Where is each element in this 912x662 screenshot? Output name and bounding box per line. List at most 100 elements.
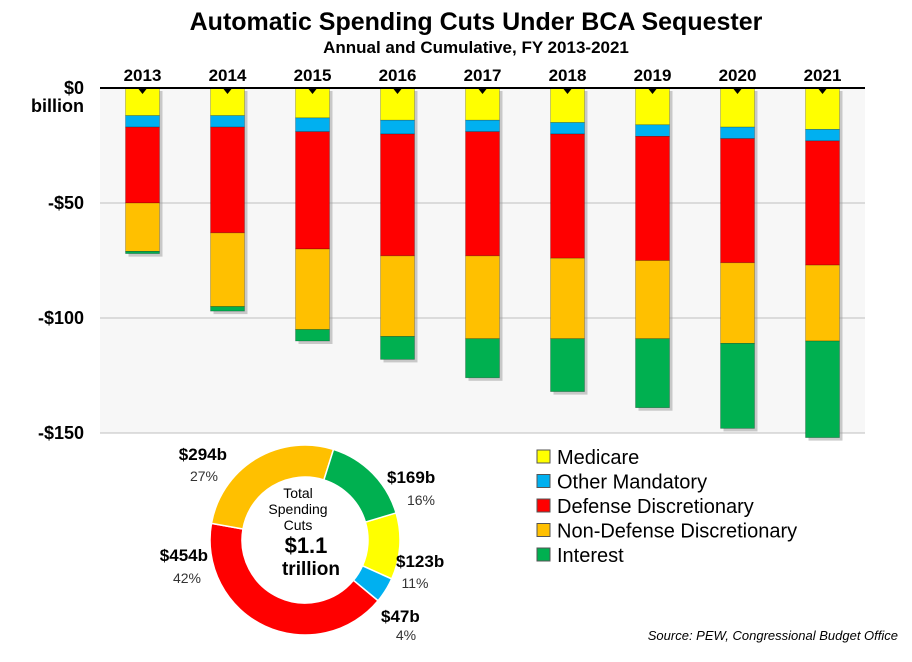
donut-center-unit: trillion xyxy=(282,559,340,580)
bar-segment-other-mandatory xyxy=(720,126,755,139)
y-tick-label: -$150 xyxy=(38,423,84,443)
bar-segment-non-defense-discretionary xyxy=(635,260,670,339)
legend-swatch-medicare xyxy=(536,449,551,464)
bar-segment-interest xyxy=(805,340,840,438)
bar-segment-defense-discretionary xyxy=(125,126,160,204)
bar-tick-marker xyxy=(138,89,147,94)
bar-tick-marker xyxy=(733,89,742,94)
donut-percent-non-defense-discretionary: 27% xyxy=(190,468,218,484)
donut-percent-other-mandatory: 4% xyxy=(396,627,416,643)
donut-center-line-3: Cuts xyxy=(284,517,313,533)
bar-stack-2018 xyxy=(550,87,588,395)
x-axis-ticks: 2013 2014 2015 2016 2017 2018 2019 2020 2021 xyxy=(124,66,842,85)
bar-segment-interest xyxy=(380,336,415,360)
bar-segment-non-defense-discretionary xyxy=(380,255,415,337)
bar-tick-marker xyxy=(308,89,317,94)
bar-segment-interest xyxy=(550,338,585,392)
y-tick-label: -$100 xyxy=(38,308,84,328)
bar-segment-non-defense-discretionary xyxy=(805,264,840,342)
y-tick-label: -$50 xyxy=(48,193,84,213)
bar-segment-non-defense-discretionary xyxy=(125,202,160,252)
x-tick-label: 2014 xyxy=(209,66,247,85)
bar-stack-2015 xyxy=(295,87,333,344)
donut-value-other-mandatory: $47b xyxy=(381,607,420,626)
donut-chart xyxy=(209,444,401,636)
bar-segment-medicare xyxy=(805,87,840,130)
bar-segment-interest xyxy=(210,306,245,312)
bar-segment-interest xyxy=(465,338,500,379)
bar-segment-other-mandatory xyxy=(550,122,585,135)
donut-value-medicare: $123b xyxy=(396,552,444,571)
bar-segment-non-defense-discretionary xyxy=(465,255,500,339)
legend-label-interest: Interest xyxy=(557,545,624,567)
source-note: Source: PEW, Congressional Budget Office xyxy=(648,628,898,643)
donut-value-non-defense-discretionary: $294b xyxy=(179,445,227,464)
bar-segment-other-mandatory xyxy=(805,129,840,142)
bar-stack-2016 xyxy=(380,87,418,363)
x-tick-label: 2020 xyxy=(719,66,757,85)
bar-segment-interest xyxy=(720,342,755,429)
bar-stack-2020 xyxy=(720,87,758,432)
bar-segment-defense-discretionary xyxy=(720,138,755,264)
bar-segment-interest xyxy=(295,329,330,342)
donut-center-line-2: Spending xyxy=(268,501,327,517)
bar-segment-non-defense-discretionary xyxy=(295,248,330,330)
bar-segment-other-mandatory xyxy=(210,115,245,128)
x-tick-label: 2019 xyxy=(634,66,672,85)
bar-segment-other-mandatory xyxy=(635,124,670,137)
bar-tick-marker xyxy=(818,89,827,94)
bar-segment-medicare xyxy=(720,87,755,128)
legend-label-non-defense-discretionary: Non-Defense Discretionary xyxy=(557,521,797,543)
bar-segment-defense-discretionary xyxy=(805,140,840,266)
bar-segment-interest xyxy=(635,338,670,409)
donut-value-interest: $169b xyxy=(387,468,435,487)
legend-label-medicare: Medicare xyxy=(557,447,639,469)
x-tick-label: 2015 xyxy=(294,66,332,85)
bar-segment-defense-discretionary xyxy=(550,133,585,259)
bar-segment-other-mandatory xyxy=(465,119,500,132)
bar-tick-marker xyxy=(393,89,402,94)
bar-segment-interest xyxy=(125,251,160,254)
donut-percent-medicare: 11% xyxy=(402,575,429,591)
donut-percent-defense-discretionary: 42% xyxy=(173,570,201,586)
bar-stack-2014 xyxy=(210,87,248,315)
legend-swatch-defense-discretionary xyxy=(536,498,551,513)
x-tick-label: 2013 xyxy=(124,66,162,85)
donut-center-line-1: Total xyxy=(283,485,313,501)
donut-slice-defense-discretionary xyxy=(209,522,380,636)
bar-segment-medicare xyxy=(635,87,670,126)
y-axis-ticks: $0 -$50 -$100 -$150 xyxy=(38,78,84,443)
stacked-bars xyxy=(125,87,843,441)
bar-tick-marker xyxy=(648,89,657,94)
bar-segment-defense-discretionary xyxy=(465,131,500,257)
bar-stack-2019 xyxy=(635,87,673,411)
bar-segment-other-mandatory xyxy=(295,117,330,133)
bar-tick-marker xyxy=(478,89,487,94)
bar-tick-marker xyxy=(563,89,572,94)
bar-tick-marker xyxy=(223,89,232,94)
donut-slice-interest xyxy=(322,448,397,523)
bar-segment-non-defense-discretionary xyxy=(210,232,245,307)
bar-stack-2021 xyxy=(805,87,843,441)
y-tick-label: $0 xyxy=(64,78,84,98)
bar-segment-defense-discretionary xyxy=(295,131,330,250)
legend-swatch-non-defense-discretionary xyxy=(536,523,551,537)
donut-value-defense-discretionary: $454b xyxy=(160,546,208,565)
bar-segment-defense-discretionary xyxy=(380,133,415,257)
legend-label-other-mandatory: Other Mandatory xyxy=(557,472,707,494)
chart-subtitle: Annual and Cumulative, FY 2013-2021 xyxy=(323,38,629,57)
bar-segment-other-mandatory xyxy=(125,115,160,128)
legend-swatch-other-mandatory xyxy=(536,474,551,488)
bar-stack-2013 xyxy=(125,87,163,257)
x-tick-label: 2016 xyxy=(379,66,417,85)
x-tick-label: 2017 xyxy=(464,66,502,85)
legend-label-defense-discretionary: Defense Discretionary xyxy=(557,496,754,518)
donut-percent-interest: 16% xyxy=(407,492,435,508)
bar-stack-2017 xyxy=(465,87,503,381)
bar-segment-defense-discretionary xyxy=(210,126,245,234)
x-tick-label: 2018 xyxy=(549,66,587,85)
bar-segment-non-defense-discretionary xyxy=(550,257,585,340)
